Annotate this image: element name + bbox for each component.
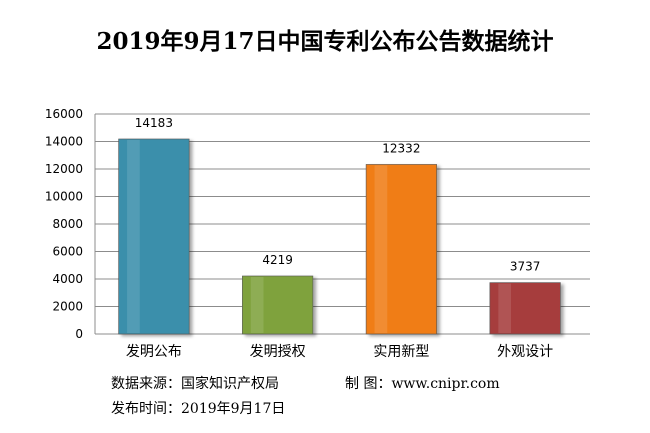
- data-source: 数据来源：国家知识产权局: [111, 373, 279, 393]
- bar-highlight: [127, 140, 140, 333]
- chart-maker: 制 图：www.cnipr.com: [345, 373, 500, 393]
- data-label: 3737: [510, 260, 541, 274]
- bar-highlight: [498, 284, 511, 333]
- data-label: 12332: [382, 141, 420, 155]
- category-label: 实用新型: [373, 344, 429, 360]
- y-tick-label: 14000: [45, 135, 83, 149]
- y-tick-label: 2000: [52, 300, 83, 314]
- y-tick-label: 16000: [45, 107, 83, 121]
- data-label: 4219: [262, 253, 293, 267]
- y-tick-label: 12000: [45, 162, 83, 176]
- bar-highlight: [251, 277, 264, 333]
- y-tick-label: 4000: [52, 272, 83, 286]
- publish-date: 发布时间：2019年9月17日: [111, 398, 285, 418]
- category-label: 发明公布: [126, 344, 182, 360]
- category-label: 发明授权: [250, 344, 306, 360]
- data-label: 14183: [135, 116, 173, 130]
- y-tick-label: 6000: [52, 245, 83, 259]
- bar-highlight: [375, 165, 388, 333]
- y-tick-label: 10000: [45, 190, 83, 204]
- category-label: 外观设计: [497, 344, 553, 360]
- y-tick-label: 8000: [52, 217, 83, 231]
- bars: [119, 139, 561, 334]
- y-tick-label: 0: [75, 327, 83, 341]
